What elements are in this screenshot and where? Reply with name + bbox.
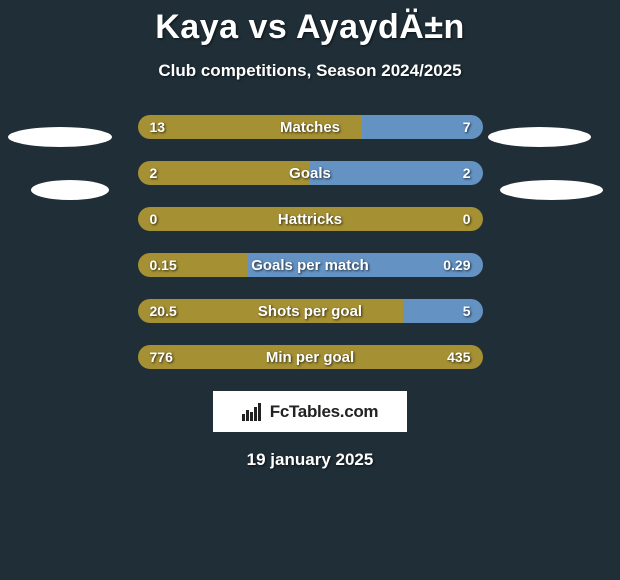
stat-bar-right bbox=[362, 115, 483, 139]
stat-row: Min per goal776435 bbox=[138, 345, 483, 369]
player1-badge-bottom bbox=[31, 180, 109, 200]
brand-text: FcTables.com bbox=[270, 402, 379, 422]
stat-bar-right bbox=[310, 161, 483, 185]
stat-row: Hattricks00 bbox=[138, 207, 483, 231]
stat-bar-right bbox=[248, 253, 483, 277]
player1-name: Kaya bbox=[155, 8, 238, 46]
stat-row: Goals22 bbox=[138, 161, 483, 185]
stat-row: Shots per goal20.55 bbox=[138, 299, 483, 323]
date-text: 19 january 2025 bbox=[0, 450, 620, 470]
page-title: Kaya vs AyaydÄ±n bbox=[0, 0, 620, 47]
player2-badge-bottom bbox=[500, 180, 603, 200]
brand-box[interactable]: FcTables.com bbox=[213, 391, 407, 432]
stat-bar-left bbox=[138, 115, 362, 139]
player2-badge-top bbox=[488, 127, 591, 147]
player1-badge-top bbox=[8, 127, 112, 147]
stat-bar-left bbox=[138, 253, 248, 277]
subtitle: Club competitions, Season 2024/2025 bbox=[0, 61, 620, 81]
stat-bar-left bbox=[138, 161, 311, 185]
stat-rows: Matches137 Goals22 Hattricks00 Goals per ma… bbox=[0, 115, 620, 369]
stat-bar-right bbox=[403, 299, 482, 323]
vs-separator: vs bbox=[248, 8, 287, 46]
bar-chart-icon bbox=[242, 403, 264, 421]
stat-row: Matches137 bbox=[138, 115, 483, 139]
stat-row: Goals per match0.150.29 bbox=[138, 253, 483, 277]
stat-bar-left bbox=[138, 299, 404, 323]
stat-bar-left bbox=[138, 207, 483, 231]
player2-name: AyaydÄ±n bbox=[296, 8, 465, 46]
stat-bar-left bbox=[138, 345, 483, 369]
